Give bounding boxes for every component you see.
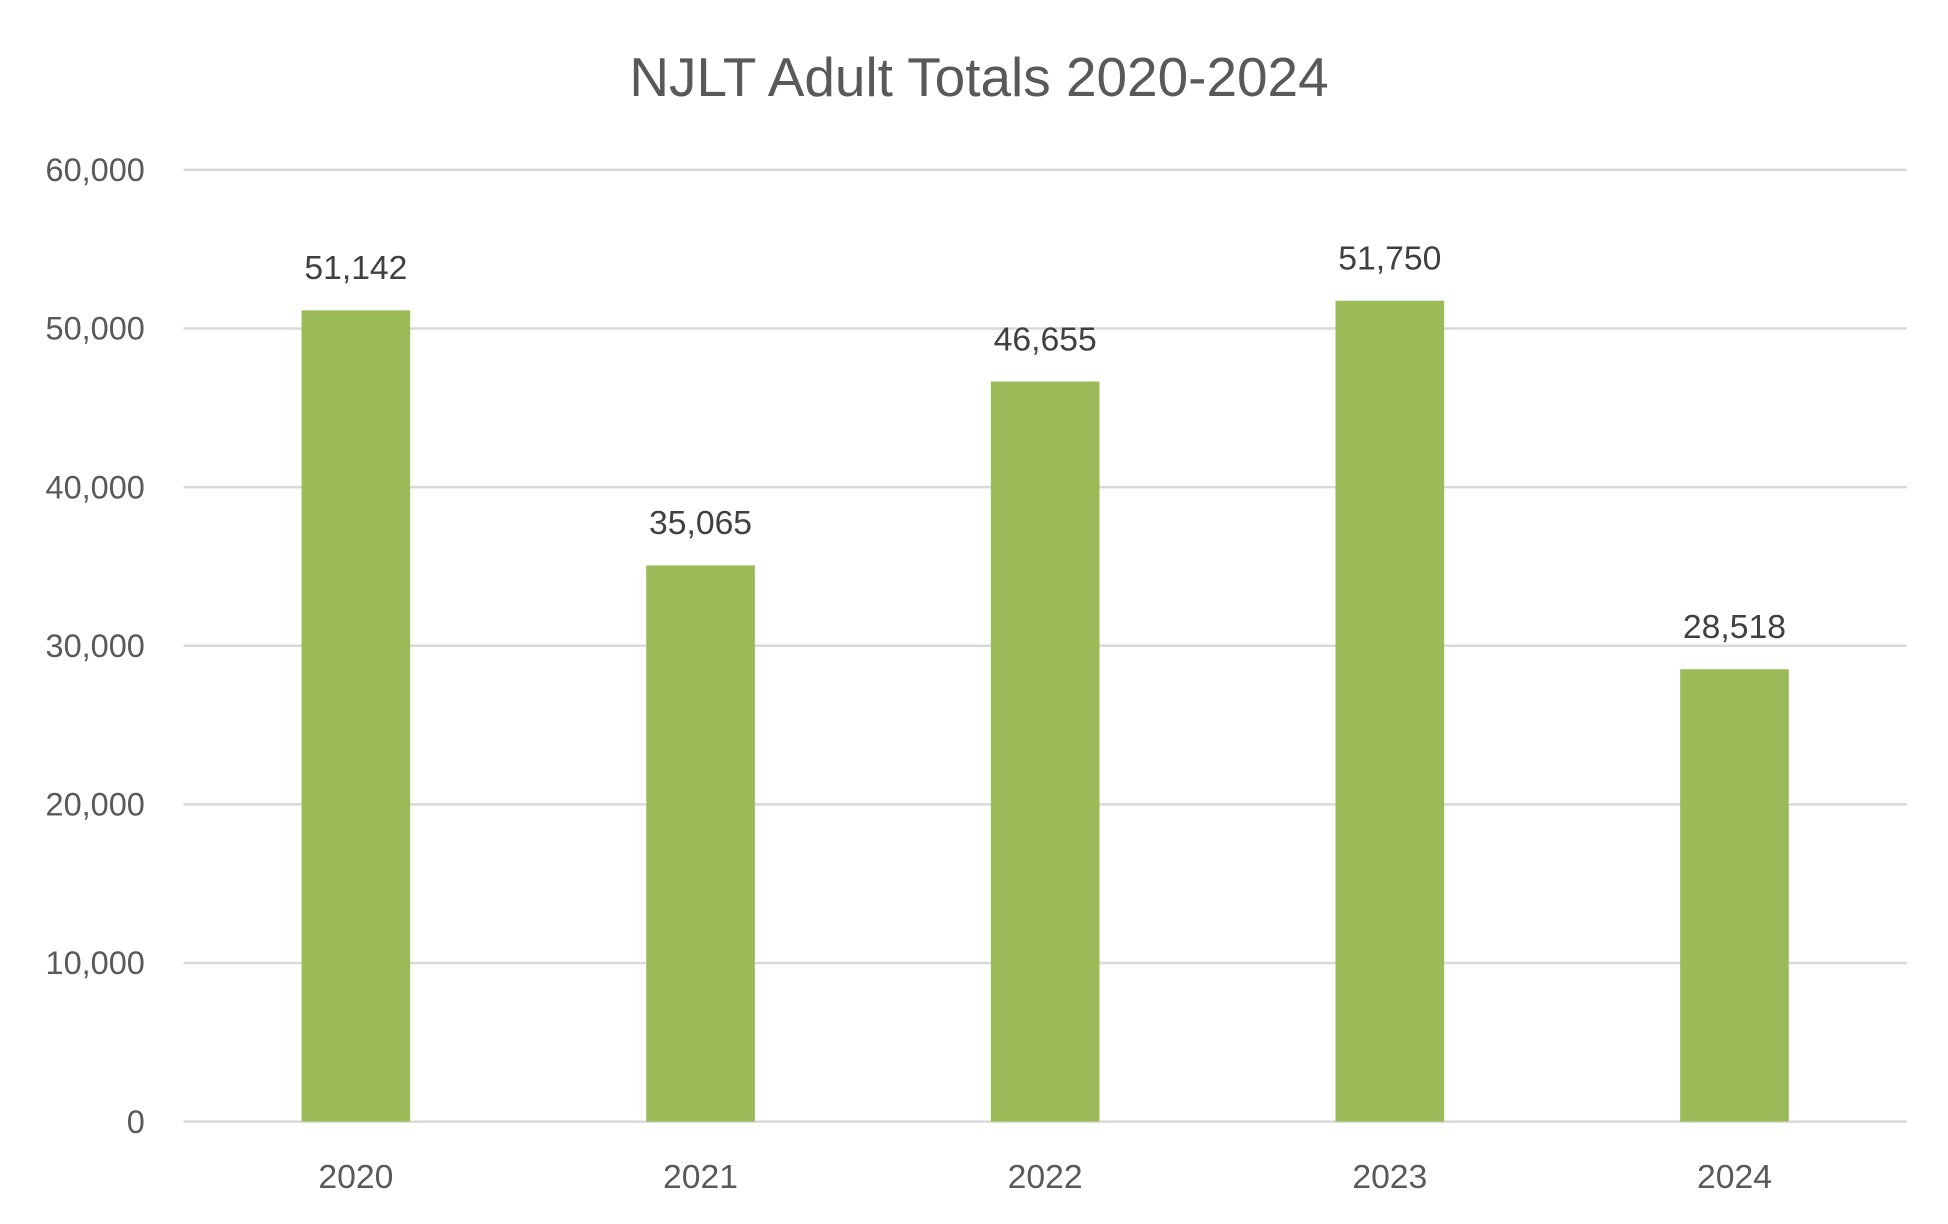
- y-tick-label: 50,000: [46, 311, 145, 347]
- y-tick-label: 30,000: [46, 628, 145, 664]
- x-tick-label: 2024: [1697, 1158, 1772, 1196]
- y-tick-label: 20,000: [46, 787, 145, 823]
- bar-2024: [1680, 669, 1789, 1122]
- data-label: 51,750: [1338, 239, 1441, 277]
- x-tick-label: 2022: [1008, 1158, 1083, 1196]
- bar-2023: [1335, 300, 1445, 1122]
- chart-title: NJLT Adult Totals 2020-2024: [629, 46, 1328, 108]
- data-label: 35,065: [649, 504, 752, 542]
- x-tick-label: 2023: [1352, 1158, 1427, 1196]
- data-label: 28,518: [1683, 608, 1786, 646]
- y-tick-label: 0: [127, 1104, 145, 1140]
- x-tick-label: 2021: [663, 1158, 738, 1196]
- data-label: 46,655: [994, 320, 1097, 358]
- bar-2021: [646, 565, 755, 1122]
- data-label: 51,142: [304, 249, 407, 287]
- y-tick-label: 40,000: [46, 469, 145, 505]
- x-tick-label: 2020: [318, 1158, 393, 1196]
- bar-2022: [990, 381, 1100, 1122]
- bar-2020: [301, 310, 411, 1122]
- y-tick-label: 10,000: [46, 945, 145, 981]
- y-tick-label: 60,000: [46, 152, 145, 188]
